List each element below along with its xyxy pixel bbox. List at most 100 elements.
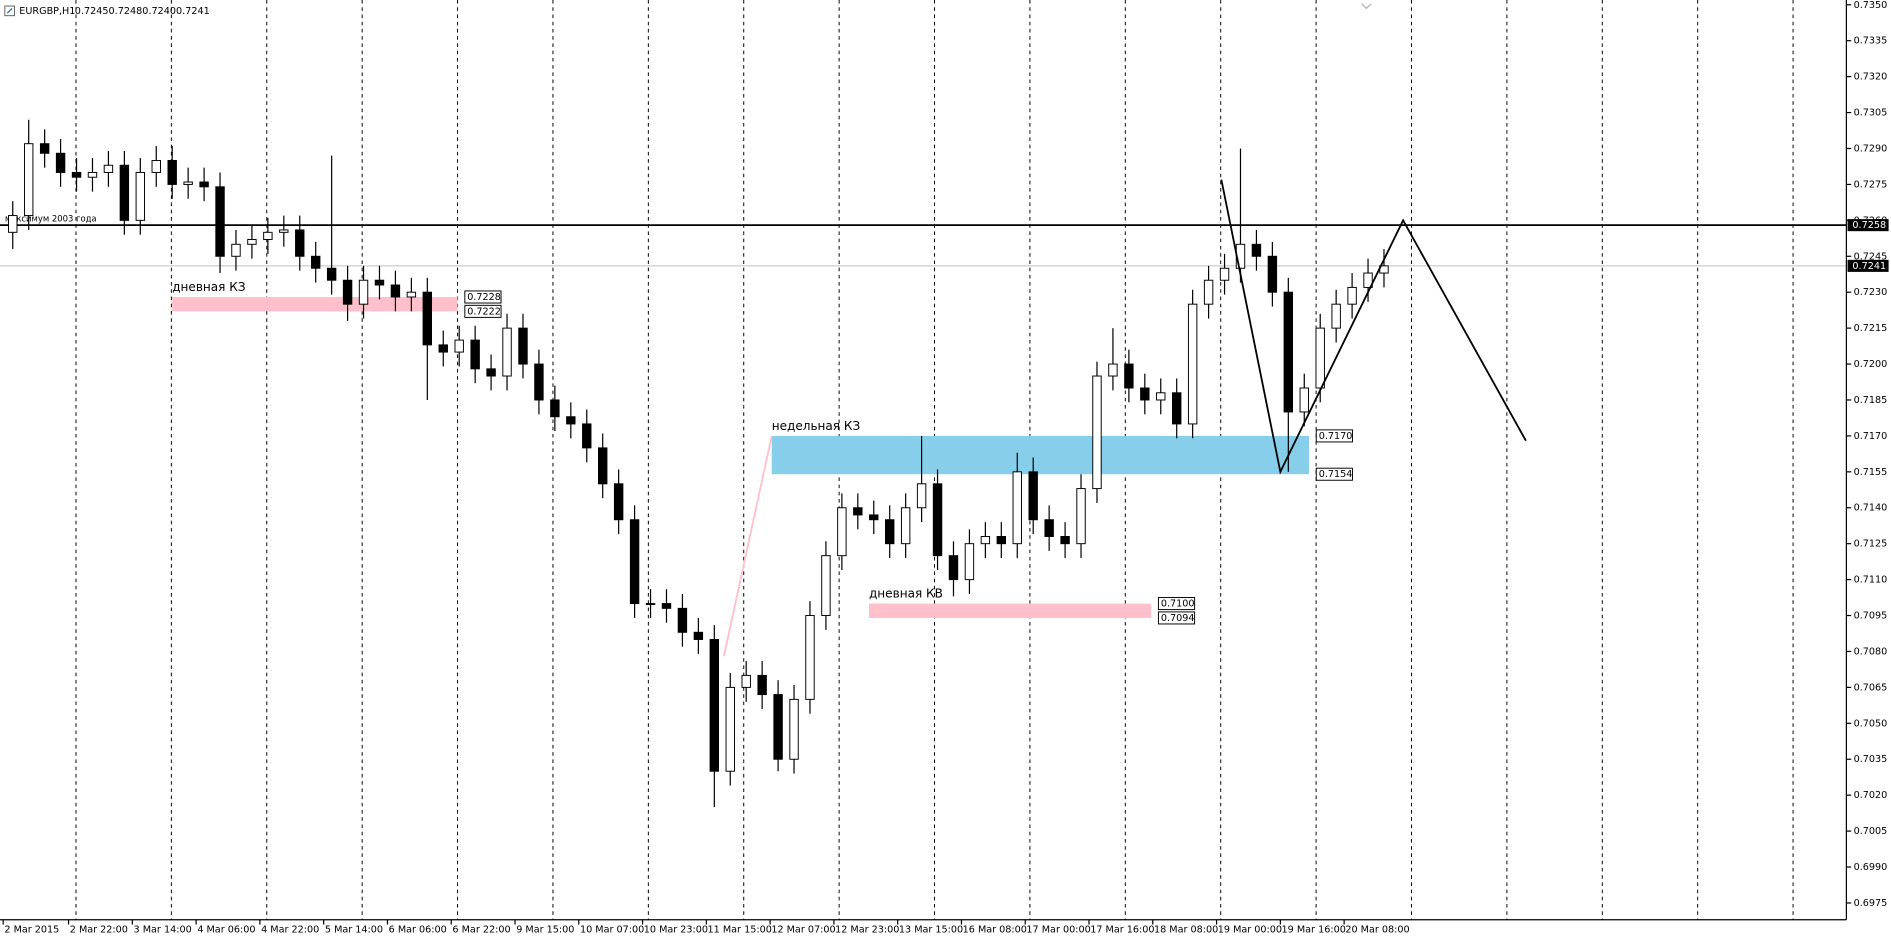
shift-marker xyxy=(1361,3,1372,10)
candle-body xyxy=(486,368,496,377)
candle-body xyxy=(757,674,767,696)
candles xyxy=(8,119,1389,808)
candle-body xyxy=(869,514,879,521)
zone-price-label: 0.7100 xyxy=(1161,599,1195,610)
y-tick-label: 0.7080 xyxy=(1854,646,1888,657)
candle-body xyxy=(1187,303,1198,425)
candle-body xyxy=(326,267,337,281)
candle-body xyxy=(789,698,799,760)
candle-body xyxy=(247,239,257,245)
candle-body xyxy=(406,291,417,298)
candle-body xyxy=(980,536,991,545)
axis-price-label: 0.7258 xyxy=(1852,220,1886,231)
x-tick-label: 19 Mar 16:00 xyxy=(1282,924,1346,935)
x-tick-label: 2 Mar 2015 xyxy=(4,924,59,935)
candle-body xyxy=(677,607,688,633)
y-tick-label: 0.7290 xyxy=(1854,143,1888,154)
zone xyxy=(172,296,458,312)
y-tick-label: 0.6990 xyxy=(1854,862,1888,873)
candle-body xyxy=(8,215,18,233)
candle-body xyxy=(502,327,512,377)
candle-body xyxy=(263,231,273,240)
candle-body xyxy=(550,399,560,418)
candle-body xyxy=(709,639,720,772)
candle-body xyxy=(231,243,241,257)
candle-body xyxy=(916,483,927,509)
candle-body xyxy=(1299,387,1309,413)
y-tick-label: 0.7350 xyxy=(1854,0,1888,11)
candle-body xyxy=(1251,243,1262,257)
candle-body xyxy=(1140,387,1150,401)
symbol: EURGBP,H1 xyxy=(19,6,75,17)
y-tick-label: 0.7155 xyxy=(1854,467,1888,478)
candle-body xyxy=(390,284,401,298)
candle-body xyxy=(470,339,480,370)
x-tick-label: 16 Mar 08:00 xyxy=(963,924,1027,935)
zone xyxy=(868,603,1152,618)
y-tick-label: 0.7230 xyxy=(1854,287,1888,298)
candle-body xyxy=(183,181,193,185)
candle-body xyxy=(39,143,50,154)
candle-body xyxy=(1219,267,1230,281)
candle-body xyxy=(821,555,831,617)
zone-price-box xyxy=(1157,611,1196,625)
candle-body xyxy=(518,327,528,365)
candle-body xyxy=(534,363,544,401)
candle-body xyxy=(23,143,34,217)
x-tick-label: 17 Mar 16:00 xyxy=(1090,924,1154,935)
candle-body xyxy=(454,339,464,353)
candle-body xyxy=(598,447,608,485)
candle-body xyxy=(900,507,911,545)
candle-body xyxy=(358,279,369,305)
y-tick-label: 0.7125 xyxy=(1854,539,1888,550)
candle-body xyxy=(693,631,704,640)
y-tick-label: 0.7140 xyxy=(1854,503,1888,514)
candle-body xyxy=(55,152,66,173)
candle-body xyxy=(342,279,353,305)
candle-body xyxy=(629,519,640,605)
candle-body xyxy=(661,603,672,609)
candle-body xyxy=(103,164,114,173)
candle-body xyxy=(199,181,209,188)
candle-body xyxy=(279,229,289,233)
x-tick-label: 18 Mar 08:00 xyxy=(1154,924,1218,935)
candle-body xyxy=(1012,471,1022,545)
trend-line xyxy=(1220,179,1527,475)
y-tick-label: 0.7320 xyxy=(1854,72,1888,83)
candle-body xyxy=(1283,291,1294,413)
zone-price-box xyxy=(1315,467,1353,481)
trend-line xyxy=(722,435,773,657)
y-tick-label: 0.7050 xyxy=(1854,718,1888,729)
candle-body xyxy=(645,603,656,606)
candle-body xyxy=(932,483,943,557)
candle-body xyxy=(964,543,975,581)
x-tick-label: 9 Mar 15:00 xyxy=(516,924,574,935)
candle-body xyxy=(1363,272,1373,288)
candle-body xyxy=(87,171,98,178)
x-tick-label: 3 Mar 14:00 xyxy=(134,924,192,935)
quote-open: 0.7245 xyxy=(75,6,109,17)
y-tick-label: 0.7185 xyxy=(1854,395,1888,406)
candle-body xyxy=(1044,519,1054,537)
candle-body xyxy=(853,507,863,516)
x-tick-label: 6 Mar 06:00 xyxy=(389,924,447,935)
candle-body xyxy=(295,229,305,257)
candle-body xyxy=(1172,392,1182,425)
x-tick-label: 12 Mar 07:00 xyxy=(771,924,835,935)
x-tick-label: 20 Mar 08:00 xyxy=(1345,924,1409,935)
x-tick-label: 5 Mar 14:00 xyxy=(325,924,383,935)
candle-body xyxy=(1108,363,1118,377)
y-tick-label: 0.7305 xyxy=(1854,108,1888,119)
x-tick-label: 10 Mar 23:00 xyxy=(644,924,708,935)
zone-price-box xyxy=(464,290,502,304)
zone-price-label: 0.7094 xyxy=(1161,613,1195,624)
candle-body xyxy=(1267,255,1278,293)
zone xyxy=(771,435,1310,475)
y-tick-label: 0.7275 xyxy=(1854,179,1888,190)
candle-body xyxy=(167,159,177,185)
candle-body xyxy=(805,615,815,700)
candle-body xyxy=(1124,363,1134,389)
x-tick-label: 4 Mar 22:00 xyxy=(261,924,319,935)
x-tick-label: 17 Mar 00:00 xyxy=(1026,924,1090,935)
